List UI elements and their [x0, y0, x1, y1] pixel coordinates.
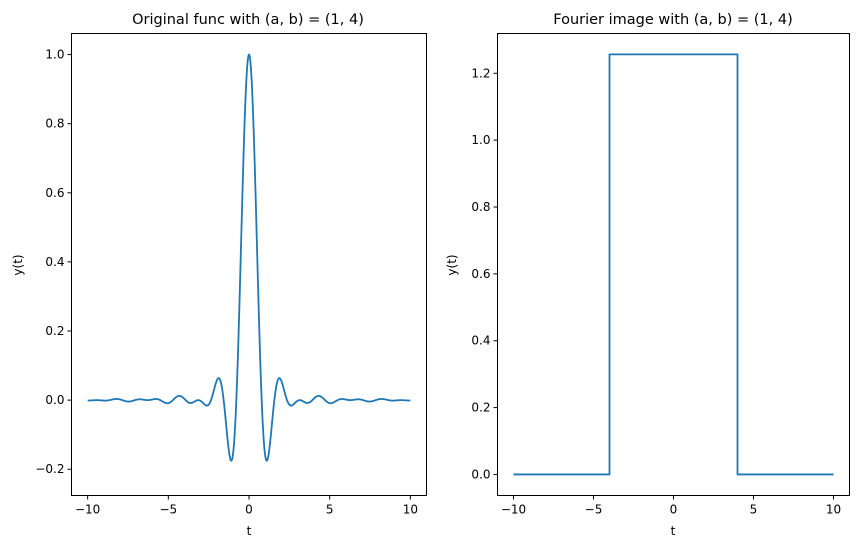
- right-plot-area: −10 −5 0 5 10 0.0 0.2 0.4 0.6 0.8 1.0 1.2: [471, 53, 841, 517]
- left-subplot: Original func with (a, b) = (1, 4) −10 −5…: [11, 12, 427, 538]
- left-y-tick-label: 1.0: [45, 48, 64, 62]
- left-x-tick-label: 0: [245, 503, 253, 517]
- right-y-tick-label: 0.0: [471, 467, 490, 481]
- left-series-line: [86, 53, 412, 462]
- right-series-line: [513, 53, 834, 476]
- right-x-tick-label: 5: [750, 503, 758, 517]
- right-y-axis-label: y(t): [445, 254, 459, 275]
- left-y-tick-label: −0.2: [35, 462, 64, 476]
- left-chart-title: Original func with (a, b) = (1, 4): [132, 12, 364, 28]
- right-y-tick-label: 0.8: [471, 200, 490, 214]
- right-y-tick-label: 0.6: [471, 267, 490, 281]
- left-y-tick-label: 0.4: [45, 255, 64, 269]
- left-plot-area: −10 −5 0 5 10 −0.2 0.0 0.2 0.4 0.6 0.8 1.0: [35, 48, 418, 517]
- right-axes-frame: [497, 33, 850, 496]
- right-x-tick-label: −5: [585, 503, 603, 517]
- left-y-tick-label: 0.0: [45, 393, 64, 407]
- left-y-tick-label: 0.2: [45, 324, 64, 338]
- right-y-tick-label: 1.2: [471, 66, 490, 80]
- left-x-tick-label: 5: [326, 503, 334, 517]
- right-subplot: Fourier image with (a, b) = (1, 4) −10 −5…: [445, 12, 850, 538]
- left-y-tick-label: 0.6: [45, 186, 64, 200]
- left-y-axis-label: y(t): [11, 254, 25, 275]
- left-x-tick-label: 10: [403, 503, 418, 517]
- right-chart-title: Fourier image with (a, b) = (1, 4): [553, 12, 792, 28]
- right-y-tick-label: 0.4: [471, 334, 490, 348]
- left-y-tick-label: 0.8: [45, 117, 64, 131]
- right-y-tick-label: 1.0: [471, 133, 490, 147]
- left-x-tick-label: −10: [75, 503, 100, 517]
- left-x-tick-label: −5: [159, 503, 177, 517]
- right-y-tick-label: 0.2: [471, 401, 490, 415]
- right-x-tick-label: 10: [826, 503, 841, 517]
- left-x-axis-label: t: [247, 524, 252, 538]
- right-x-axis-label: t: [671, 524, 676, 538]
- right-x-tick-label: −10: [501, 503, 526, 517]
- left-axes-frame: [71, 33, 427, 496]
- right-x-tick-label: 0: [670, 503, 678, 517]
